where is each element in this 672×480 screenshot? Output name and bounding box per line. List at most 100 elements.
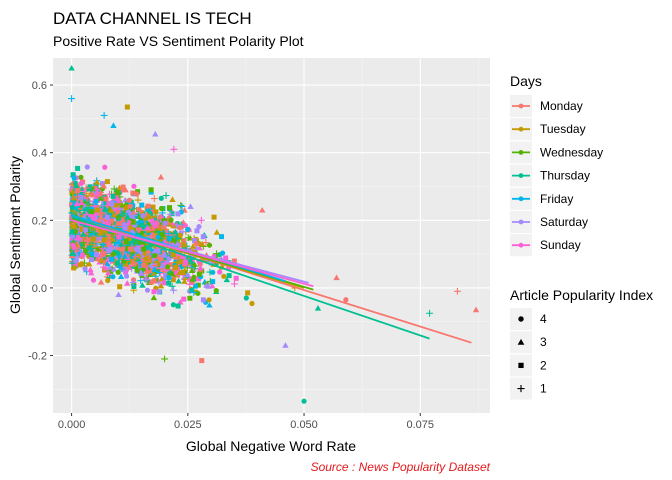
data-point [100, 112, 108, 119]
data-point [137, 207, 144, 215]
data-point [120, 210, 128, 217]
data-point [190, 289, 198, 296]
data-point [98, 191, 106, 199]
data-point [74, 188, 80, 194]
data-point [184, 234, 192, 242]
data-point [115, 210, 121, 216]
data-point [245, 290, 251, 296]
data-point [135, 227, 141, 233]
data-point [106, 264, 113, 270]
data-point [186, 280, 194, 288]
data-point [157, 282, 165, 289]
data-point [200, 234, 206, 240]
data-point [87, 266, 94, 273]
data-point [75, 165, 81, 171]
data-point [144, 287, 151, 293]
data-point [115, 220, 121, 226]
data-point [101, 250, 108, 257]
data-point [162, 220, 168, 226]
data-point [156, 289, 162, 295]
data-point [105, 233, 111, 239]
data-point [94, 207, 100, 213]
data-point [177, 298, 184, 305]
data-point [138, 242, 145, 248]
data-point [139, 222, 145, 228]
data-point [159, 231, 165, 237]
legend-label-saturday: Saturday [540, 215, 588, 229]
data-point [145, 203, 151, 209]
data-point [131, 283, 137, 289]
data-point [161, 355, 168, 363]
data-point [68, 95, 75, 102]
legend-key-point [518, 103, 524, 109]
data-point [178, 259, 184, 265]
data-point [181, 296, 187, 302]
legend-days: Days Monday Tuesday Wednesday Thursday Frida… [510, 73, 603, 257]
data-point [173, 264, 179, 270]
data-point [102, 164, 108, 170]
data-point [91, 229, 99, 237]
data-point [166, 238, 172, 244]
data-point [170, 302, 176, 308]
data-point [68, 259, 76, 267]
data-point [146, 213, 153, 219]
data-point [89, 209, 95, 215]
data-point [123, 261, 129, 267]
data-point [153, 209, 159, 215]
data-point [149, 218, 155, 224]
data-point [195, 282, 201, 288]
data-point [108, 235, 116, 242]
data-point [78, 174, 84, 180]
data-point [106, 240, 112, 246]
data-point [164, 264, 171, 270]
data-point [161, 223, 167, 229]
data-point [221, 273, 227, 279]
data-point [175, 303, 181, 309]
data-point [172, 228, 179, 235]
trend-lines [71, 214, 472, 344]
data-point [73, 262, 79, 268]
data-point [85, 237, 91, 243]
data-point [114, 260, 120, 266]
data-point [163, 272, 169, 278]
data-point [104, 219, 112, 226]
data-point [130, 190, 136, 196]
data-point [140, 213, 146, 219]
x-tick-label: 0.050 [290, 419, 318, 431]
data-point [92, 243, 100, 251]
data-point [101, 206, 108, 212]
data-point [117, 284, 123, 290]
data-point [129, 279, 137, 286]
data-point [196, 271, 202, 277]
data-point [219, 250, 226, 256]
data-point [99, 202, 107, 210]
data-point [166, 235, 172, 241]
data-point [93, 182, 99, 188]
data-point [200, 297, 206, 303]
data-point [108, 268, 114, 274]
data-point [124, 280, 131, 286]
data-point [99, 228, 105, 234]
data-point [92, 194, 99, 201]
data-point [156, 213, 163, 220]
data-point [177, 225, 183, 231]
data-point [120, 241, 126, 247]
data-point [105, 269, 112, 276]
data-point [196, 223, 202, 230]
data-point [110, 211, 117, 218]
data-point [162, 192, 170, 199]
data-point [160, 301, 166, 307]
data-point [129, 248, 137, 254]
data-point [70, 172, 76, 178]
data-point [83, 192, 90, 200]
data-point [69, 229, 75, 235]
data-point [193, 241, 200, 247]
data-point [169, 211, 175, 217]
data-point [89, 257, 95, 263]
data-point [333, 274, 340, 281]
legend-popularity-title: Article Popularity Index [510, 287, 653, 303]
data-point [259, 206, 266, 213]
data-point [169, 196, 176, 202]
data-point [189, 243, 197, 249]
data-point [231, 258, 237, 264]
